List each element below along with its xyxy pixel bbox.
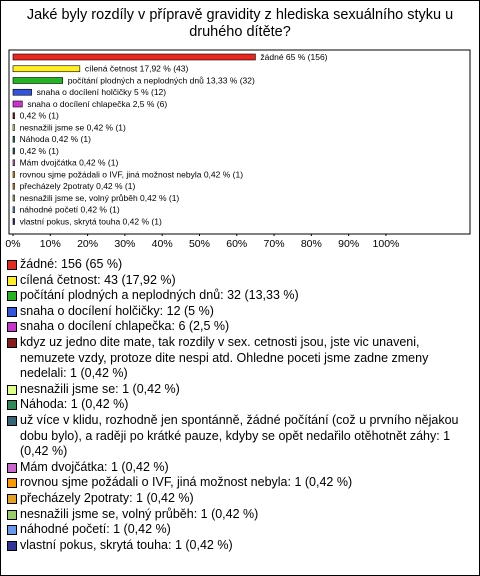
legend-label: snaha o docílení chlapečka: 6 (2,5 %) [20, 319, 230, 334]
legend-label: počítání plodných a neplodných dnů: 32 (… [20, 288, 299, 303]
bar [12, 206, 15, 214]
bar [12, 159, 15, 167]
legend-swatch [7, 400, 17, 411]
x-tick-label: 80% [301, 238, 322, 250]
legend-swatch [7, 337, 17, 348]
legend-label: vlastní pokus, skrytá touha: 1 (0,42 %) [20, 537, 233, 552]
legend-swatch [7, 478, 17, 489]
bar-label: počítání plodných a neplodných dnů 13,33… [68, 75, 255, 85]
legend-swatch [7, 415, 17, 426]
legend-entry: vlastní pokus, skrytá touha: 1 (0,42 %) [7, 538, 467, 554]
legend-entry: už více v klidu, rozhodně jen spontánně,… [7, 413, 467, 460]
legend-entry: rovnou sjme požádali o IVF, jiná možnost… [7, 475, 467, 491]
bar [12, 88, 32, 96]
bar-label: náhodné početí 0,42 % (1) [20, 205, 120, 215]
x-tick-label: 100% [373, 238, 400, 250]
x-tick-label: 70% [264, 238, 285, 250]
legend-label: už více v klidu, rozhodně jen spontánně,… [20, 412, 459, 459]
bar [12, 100, 23, 108]
x-tick-label: 40% [152, 238, 173, 250]
legend-label: nesnažili jsme se: 1 (0,42 %) [20, 381, 180, 396]
x-tick-label: 90% [338, 238, 359, 250]
bar [12, 77, 64, 84]
bar [12, 53, 256, 61]
x-tick-label: 10% [40, 238, 61, 250]
bar-label: Náhoda 0,42 % (1) [20, 134, 92, 144]
bar-label: rovnou sjme požádali o IVF, jiná možnost… [20, 169, 244, 179]
legend-entry: žádné: 156 (65 %) [7, 257, 467, 273]
legend-label: náhodné početí: 1 (0,42 %) [20, 522, 171, 537]
legend-swatch [7, 540, 17, 551]
bar-label: snaha o docílení chlapečka 2,5 % (6) [27, 99, 167, 109]
legend-label: rovnou sjme požádali o IVF, jiná možnost… [20, 475, 353, 490]
legend-swatch [7, 509, 17, 520]
legend-swatch [7, 525, 17, 536]
bar-label: cílená četnost 17,92 % (43) [85, 64, 189, 74]
bar-label: nesnažili jsme se 0,42 % (1) [20, 122, 126, 132]
bar [12, 218, 15, 225]
legend-swatch [7, 260, 17, 270]
bar [12, 135, 15, 143]
bar-label: snaha o docílení holčičky 5 % (12) [37, 87, 167, 97]
bar-label: vlastní pokus, skrytá touha 0,42 % (1) [20, 216, 162, 226]
legend-swatch [7, 275, 17, 286]
legend-entry: nesnažili jsme se, volný průběh: 1 (0,42… [7, 507, 467, 523]
chart-title: Jaké byly rozdíly v přípravě gravidity z… [26, 7, 454, 40]
bar [12, 194, 15, 202]
bar [12, 147, 15, 155]
bar-label: žádné 65 % (156) [260, 52, 327, 62]
legend-entry: počítání plodných a neplodných dnů: 32 (… [7, 288, 467, 304]
legend-swatch [7, 322, 17, 333]
legend-label: cílená četnost: 43 (17,92 %) [20, 272, 176, 287]
legend-label: snaha o docílení holčičky: 12 (5 %) [20, 303, 214, 318]
legend-swatch [7, 291, 17, 302]
bar [12, 171, 15, 178]
legend-entry: Mám dvojčátka: 1 (0,42 %) [7, 460, 467, 476]
legend-label: přecházely 2potraty: 1 (0,42 %) [20, 490, 194, 505]
bar [12, 182, 15, 190]
legend-entry: snaha o docílení holčičky: 12 (5 %) [7, 304, 467, 320]
bar-label: nesnažili jsme se, volný průběh 0,42 % (… [20, 193, 180, 203]
legend-entry: kdyz uz jedno dite mate, tak rozdily v s… [7, 335, 467, 382]
plot-frame [8, 49, 471, 235]
bar-label: přecházely 2potraty 0,42 % (1) [20, 181, 136, 191]
legend-label: kdyz uz jedno dite mate, tak rozdily v s… [20, 334, 429, 381]
bar [12, 65, 81, 73]
legend-label: Náhoda: 1 (0,42 %) [20, 397, 129, 412]
legend-label: Mám dvojčátka: 1 (0,42 %) [20, 459, 169, 474]
bar [12, 124, 15, 131]
legend-swatch [7, 493, 17, 504]
legend-label: žádné: 156 (65 %) [20, 257, 123, 271]
legend-swatch [7, 462, 17, 473]
legend-label: nesnažili jsme se, volný průběh: 1 (0,42… [20, 506, 259, 521]
legend-entry: cílená četnost: 43 (17,92 %) [7, 273, 467, 289]
bar [12, 112, 15, 120]
x-tick-label: 50% [189, 238, 210, 250]
x-tick-label: 20% [77, 238, 98, 250]
legend-swatch [7, 384, 17, 395]
chart: 0% 10% 20% 30% 40% 50% 60% 70% 80% 90% 100% žádné 6… [5, 49, 471, 250]
bar-label: 0,42 % (1) [20, 111, 59, 121]
legend-entry: nesnažili jsme se: 1 (0,42 %) [7, 382, 467, 398]
legend-entry: snaha o docílení chlapečka: 6 (2,5 %) [7, 319, 467, 335]
x-tick-label: 0% [5, 238, 20, 250]
legend-entry: přecházely 2potraty: 1 (0,42 %) [7, 491, 467, 507]
x-tick-label: 30% [114, 238, 135, 250]
legend-entry: Náhoda: 1 (0,42 %) [7, 397, 467, 413]
x-tick-label: 60% [226, 238, 247, 250]
legend-entry: náhodné početí: 1 (0,42 %) [7, 522, 467, 538]
bar-label: Mám dvojčátka 0,42 % (1) [20, 158, 119, 168]
bar-label: 0,42 % (1) [20, 146, 59, 156]
legend: žádné: 156 (65 %) cílená četnost: 43 (17,… [7, 257, 467, 553]
legend-swatch [7, 306, 17, 317]
